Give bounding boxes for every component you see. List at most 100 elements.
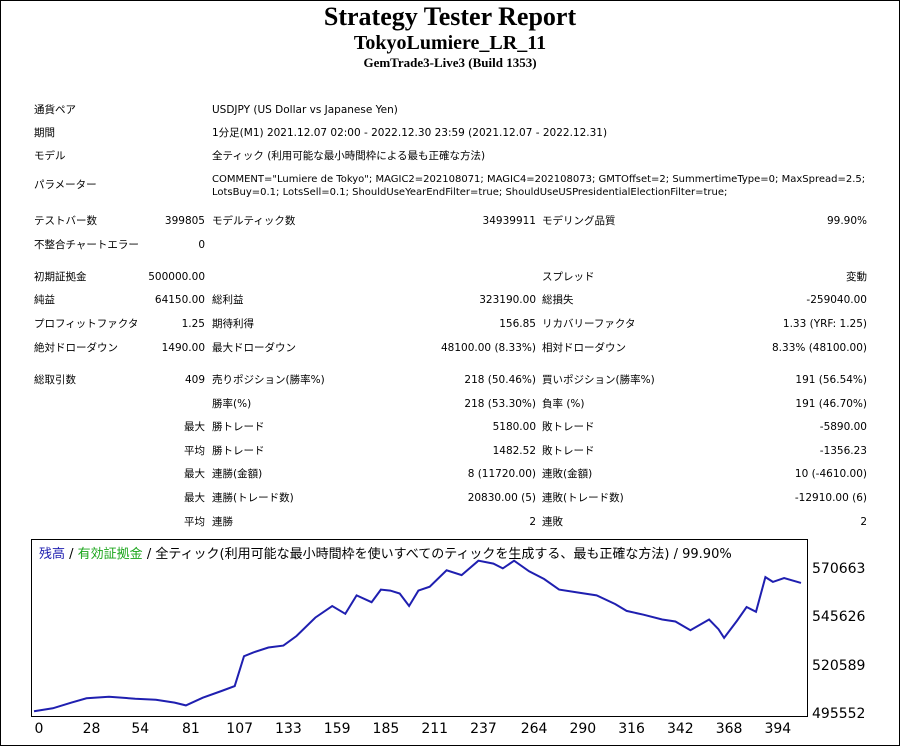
- symbol-label: 通貨ペア: [34, 104, 76, 116]
- average-win-label: 勝トレード: [212, 445, 265, 457]
- cons-loss-count-value: -12910.00 (6): [794, 492, 867, 504]
- gross-profit-label: 総利益: [212, 294, 244, 306]
- average-loss-value: -1356.23: [819, 445, 867, 457]
- largest-loss-label: 敗トレード: [542, 421, 595, 433]
- expected-payoff-label: 期待利得: [212, 318, 254, 330]
- max-cons-count-label: 最大: [184, 492, 205, 504]
- recovery-factor-value: 1.33 (YRF: 1.25): [782, 318, 867, 330]
- profit-factor-label: プロフィットファクタ: [34, 318, 139, 330]
- max-drawdown-label: 最大ドローダウン: [212, 342, 296, 354]
- loss-streak-value: 2: [860, 516, 867, 528]
- x-tick-label: 237: [470, 721, 497, 737]
- legend-equity: 有効証拠金: [77, 547, 143, 562]
- win-streak-value: 2: [529, 516, 536, 528]
- report-title: Strategy Tester Report: [323, 2, 577, 31]
- balance-line: [33, 559, 802, 713]
- chart-legend: 残高 / 有効証拠金 / 全ティック(利用可能な最小時間枠を使いすべてのティック…: [39, 543, 732, 562]
- gross-profit-value: 323190.00: [479, 294, 536, 306]
- long-positions-label: 買いポジション(勝率%): [542, 374, 655, 386]
- largest-win-label: 勝トレード: [212, 421, 265, 433]
- loss-rate-value: 191 (46.70%): [795, 398, 867, 410]
- abs-drawdown-label: 絶対ドローダウン: [34, 342, 118, 354]
- avg-streak-label: 平均: [184, 516, 205, 528]
- y-tick-label: 570663: [812, 561, 866, 577]
- average-loss-label: 敗トレード: [542, 445, 595, 457]
- legend-description: / 全ティック(利用可能な最小時間枠を使いすべてのティックを生成する、最も正確な…: [142, 547, 732, 562]
- balance-chart: [31, 539, 808, 717]
- win-streak-label: 連勝: [212, 516, 233, 528]
- x-tick-label: 290: [569, 721, 597, 737]
- loss-streak-label: 連敗: [542, 516, 563, 528]
- rel-drawdown-value: 8.33% (48100.00): [772, 342, 867, 354]
- params-label: パラメーター: [34, 179, 97, 191]
- x-tick-label: 394: [764, 721, 792, 737]
- expected-payoff-value: 156.85: [499, 318, 536, 330]
- largest-label: 最大: [184, 421, 205, 433]
- x-tick-label: 264: [520, 721, 548, 737]
- y-tick-label: 495552: [812, 706, 866, 722]
- model-label: モデル: [34, 150, 66, 162]
- average-win-value: 1482.52: [492, 445, 536, 457]
- y-tick-label: 545626: [812, 609, 866, 626]
- loss-rate-label: 負率 (%): [542, 398, 585, 410]
- x-tick-label: 368: [715, 721, 743, 737]
- mismatch-label: 不整合チャートエラー: [34, 239, 139, 251]
- largest-loss-value: -5890.00: [819, 421, 867, 433]
- params-line-1: COMMENT="Lumiere de Tokyo"; MAGIC2=20210…: [212, 174, 866, 185]
- quality-label: モデリング品質: [542, 215, 616, 227]
- total-trades-label: 総取引数: [34, 374, 76, 386]
- cons-loss-amount-value: 10 (-4610.00): [794, 468, 867, 480]
- gross-loss-label: 総損失: [542, 294, 574, 306]
- max-drawdown-value: 48100.00 (8.33%): [441, 342, 536, 354]
- server-build: GemTrade3-Live3 (Build 1353): [363, 55, 537, 70]
- recovery-factor-label: リカバリーファクタ: [542, 318, 636, 330]
- cons-loss-count-label: 連敗(トレード数): [542, 492, 624, 504]
- max-cons-amount-label: 最大: [184, 468, 205, 480]
- period-value: 1分足(M1) 2021.12.07 02:00 - 2022.12.30 23…: [212, 127, 608, 139]
- cons-win-amount-value: 8 (11720.00): [467, 468, 536, 480]
- bars-label: テストバー数: [34, 215, 97, 227]
- average-label: 平均: [184, 445, 205, 457]
- spread-label: スプレッド: [542, 271, 595, 283]
- cons-win-amount-label: 連勝(金額): [212, 468, 263, 480]
- period-label: 期間: [34, 127, 55, 139]
- x-tick-label: 159: [323, 721, 351, 737]
- model-value: 全ティック (利用可能な最小時間枠による最も正確な方法): [212, 150, 486, 162]
- expert-name: TokyoLumiere_LR_11: [353, 32, 547, 54]
- symbol-value: USDJPY (US Dollar vs Japanese Yen): [212, 104, 398, 116]
- net-profit-label: 純益: [34, 294, 55, 306]
- net-profit-value: 64150.00: [154, 294, 205, 306]
- win-rate-value: 218 (53.30%): [464, 398, 536, 410]
- x-tick-label: 28: [82, 721, 101, 737]
- x-tick-label: 185: [372, 721, 400, 737]
- x-tick-label: 342: [666, 721, 694, 737]
- x-tick-label: 316: [618, 721, 645, 737]
- x-tick-label: 211: [421, 721, 449, 737]
- spread-value: 変動: [846, 271, 867, 283]
- x-tick-label: 107: [226, 721, 254, 737]
- legend-balance: 残高: [39, 547, 66, 562]
- short-positions-value: 218 (50.46%): [464, 374, 536, 386]
- deposit-label: 初期証拠金: [34, 271, 87, 283]
- x-tick-label: 0: [34, 721, 44, 737]
- balance-chart-svg: [33, 559, 802, 713]
- x-tick-label: 81: [181, 721, 200, 737]
- cons-win-count-value: 20830.00 (5): [467, 492, 536, 504]
- params-line-2: LotsBuy=0.1; LotsSell=0.1; ShouldUseYear…: [212, 187, 728, 198]
- cons-loss-amount-label: 連敗(金額): [542, 468, 593, 480]
- gross-loss-value: -259040.00: [806, 294, 867, 306]
- cons-win-count-label: 連勝(トレード数): [212, 492, 294, 504]
- mismatch-value: 0: [198, 239, 205, 251]
- x-tick-label: 54: [131, 721, 150, 737]
- ticks-label: モデルティック数: [212, 215, 296, 227]
- y-tick-label: 520589: [812, 657, 866, 674]
- total-trades-value: 409: [184, 374, 205, 386]
- x-tick-label: 133: [275, 721, 302, 737]
- rel-drawdown-label: 相対ドローダウン: [542, 342, 626, 354]
- bars-value: 399805: [164, 215, 205, 227]
- abs-drawdown-value: 1490.00: [161, 342, 205, 354]
- legend-separator: /: [65, 547, 78, 562]
- short-positions-label: 売りポジション(勝率%): [212, 374, 325, 386]
- win-rate-label: 勝率(%): [212, 398, 252, 410]
- profit-factor-value: 1.25: [181, 318, 205, 330]
